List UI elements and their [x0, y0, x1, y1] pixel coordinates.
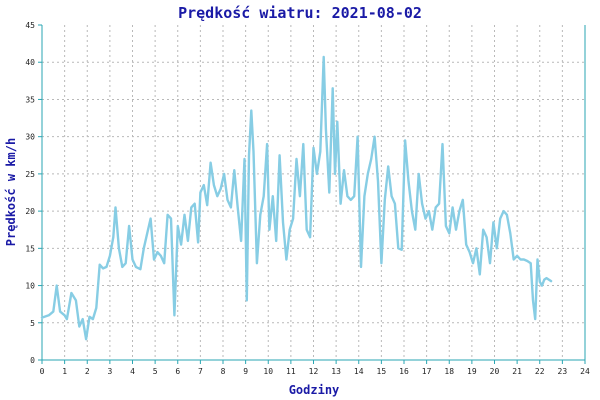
x-tick-label: 10	[263, 367, 273, 376]
x-tick-label: 12	[309, 367, 319, 376]
y-tick-label: 35	[25, 95, 35, 104]
x-tick-label: 2	[85, 367, 90, 376]
x-tick-label: 5	[153, 367, 158, 376]
x-tick-label: 6	[175, 367, 180, 376]
x-tick-label: 15	[377, 367, 387, 376]
x-tick-label: 1	[62, 367, 67, 376]
ticks: 0 1 2 3 4 5 6 7 8 9 10 11 12 13 14 15 16 17 18 19 20 21 22 23 24…	[25, 21, 590, 376]
x-tick-label: 22	[535, 367, 545, 376]
y-tick-label: 5	[30, 319, 35, 328]
series-layer	[40, 55, 553, 341]
y-tick-label: 10	[25, 282, 35, 291]
x-tick-label: 16	[399, 367, 409, 376]
chart-title: Prędkość wiatru: 2021-08-02	[178, 4, 422, 22]
x-tick-label: 9	[243, 367, 248, 376]
x-tick-label: 8	[221, 367, 226, 376]
x-tick-label: 11	[286, 367, 296, 376]
x-axis-label: Godziny	[289, 383, 340, 397]
y-tick-label: 25	[25, 170, 35, 179]
y-tick-label: 40	[25, 58, 35, 67]
x-tick-label: 13	[331, 367, 341, 376]
x-tick-label: 0	[40, 367, 45, 376]
x-tick-label: 24	[580, 367, 590, 376]
x-tick-label: 14	[354, 367, 364, 376]
x-tick-label: 17	[422, 367, 432, 376]
x-tick-label: 19	[467, 367, 477, 376]
x-tick-label: 4	[130, 367, 135, 376]
x-tick-label: 21	[512, 367, 522, 376]
x-tick-label: 18	[444, 367, 454, 376]
grid	[42, 25, 585, 360]
y-tick-label: 15	[25, 244, 35, 253]
x-tick-label: 3	[107, 367, 112, 376]
y-tick-label: 45	[25, 21, 35, 30]
x-tick-label: 20	[490, 367, 500, 376]
y-tick-label: 0	[30, 356, 35, 365]
x-tick-label: 23	[558, 367, 568, 376]
x-tick-label: 7	[198, 367, 203, 376]
wind-speed-line	[40, 55, 553, 341]
y-tick-label: 20	[25, 207, 35, 216]
y-axis-label: Prędkość w km/h	[4, 138, 18, 246]
y-tick-label: 30	[25, 133, 35, 142]
